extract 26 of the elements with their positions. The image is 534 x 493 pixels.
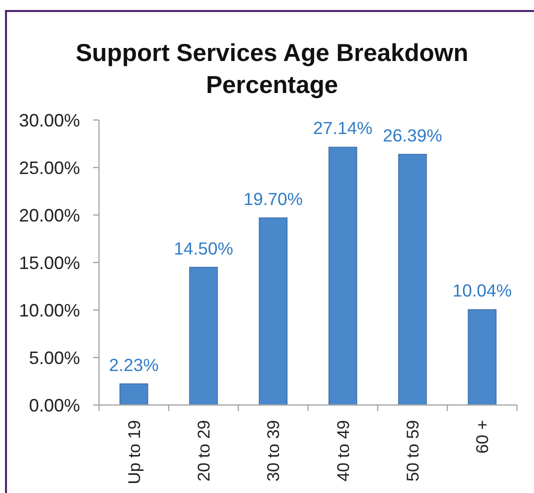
x-tick-label: 40 to 49 [334, 420, 353, 482]
x-tick-label: 30 to 39 [264, 420, 284, 482]
chart-title: Support Services Age Breakdown Percentage [76, 40, 468, 99]
data-label: 19.70% [243, 188, 303, 209]
data-label: 14.50% [174, 238, 234, 258]
y-tick-label: 30.00% [18, 110, 80, 130]
y-tick-label: 5.00% [28, 348, 80, 368]
bar [189, 266, 218, 406]
data-label: 2.23% [109, 354, 159, 375]
bar [120, 383, 148, 406]
y-tick-label: 0.00% [28, 395, 80, 416]
x-tick-label: 60 + [473, 420, 492, 454]
x-tick-label: 50 to 59 [404, 420, 422, 482]
y-tick-label: 10.00% [18, 300, 80, 320]
y-tick-label: 15.00% [18, 252, 80, 273]
data-label: 10.04% [452, 280, 512, 301]
bar [468, 309, 496, 406]
y-tick-label: 20.00% [18, 205, 80, 226]
bar [398, 154, 427, 406]
x-tick-label: Up to 19 [124, 420, 144, 484]
y-tick-label: 25.00% [18, 158, 80, 178]
data-label: 26.39% [382, 125, 442, 146]
data-label: 27.14% [313, 118, 373, 138]
x-tick-label: 20 to 29 [194, 420, 214, 482]
bar [258, 217, 288, 406]
bar [328, 146, 358, 406]
